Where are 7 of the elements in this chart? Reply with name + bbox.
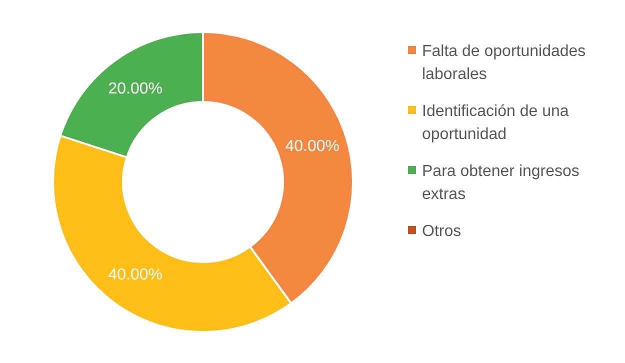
legend-label: Para obtener ingresos extras <box>422 162 580 205</box>
legend-label: Identificación de una oportunidad <box>422 102 570 145</box>
legend-label: Falta de oportunidades laborales <box>422 42 587 85</box>
legend-label: Otros <box>422 222 462 242</box>
data-label: 20.00% <box>108 80 163 98</box>
data-label: 40.00% <box>285 138 340 155</box>
data-label: 40.00% <box>108 266 163 284</box>
